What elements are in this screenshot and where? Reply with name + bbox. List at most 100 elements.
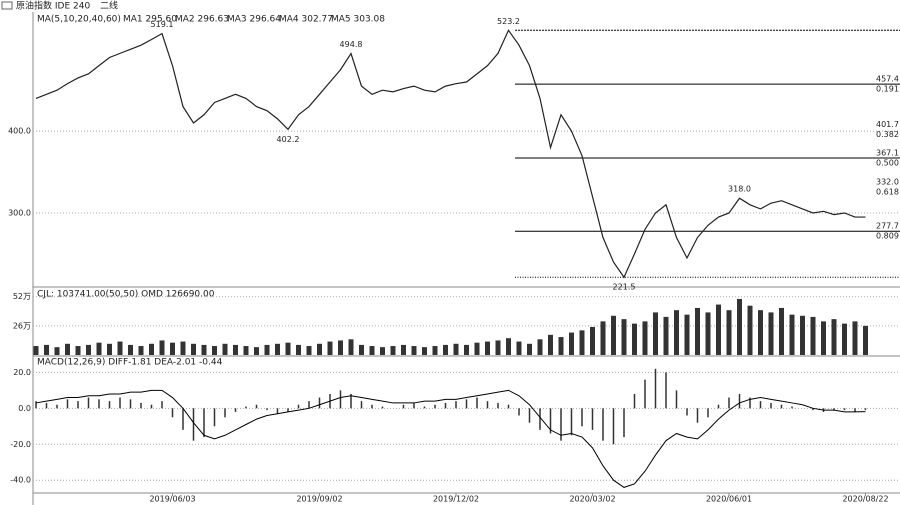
volume-bar — [842, 323, 847, 355]
fib-value-label: 401.7 — [876, 120, 899, 129]
volume-bar — [338, 340, 343, 355]
fib-value-label: 367.1 — [876, 149, 899, 158]
volume-bar — [96, 342, 102, 355]
volume-bar — [317, 343, 322, 355]
x-tick-label: 2019/06/03 — [149, 495, 195, 504]
x-tick-label: 2019/12/02 — [433, 495, 479, 504]
x-tick-label: 2020/08/22 — [842, 495, 888, 504]
volume-bar — [506, 338, 511, 355]
chart-subtitle: 二线 — [100, 0, 118, 12]
volume-bar — [726, 310, 732, 355]
macd-header: MACD(12,26,9) DIFF-1.81 DEA-2.01 -0.44 — [37, 358, 223, 368]
volume-bar — [768, 312, 774, 355]
ma-label: MA(5,10,20,40,60) — [37, 15, 121, 25]
fib-value-label: 332.0 — [876, 177, 899, 186]
volume-bar — [569, 332, 574, 355]
fib-ratio-label: 0.382 — [876, 130, 899, 139]
fib-value-label: 277.7 — [876, 222, 899, 231]
y-tick-label: 26万 — [13, 321, 31, 330]
volume-bar — [138, 346, 144, 355]
volume-bar — [233, 344, 238, 355]
volume-bar — [800, 315, 805, 355]
volume-bar — [33, 346, 39, 355]
volume-bar — [621, 319, 627, 355]
volume-bar — [642, 321, 648, 355]
volume-bar — [863, 325, 868, 355]
price-annotation: 494.8 — [340, 40, 363, 49]
volume-header: CJL: 103741.00(50,50) OMD 126690.00 — [37, 290, 215, 300]
volume-bar — [411, 346, 417, 355]
window-icon — [1, 1, 13, 10]
volume-bar — [180, 341, 186, 355]
y-tick-label: 20.0 — [13, 368, 31, 377]
volume-bar — [716, 304, 721, 355]
volume-bar — [747, 305, 753, 355]
ma-label: MA3 296.64 — [227, 15, 281, 25]
volume-bar — [527, 343, 532, 355]
volume-bar — [390, 346, 396, 355]
volume-bar — [590, 326, 595, 355]
ma-label: MA2 296.63 — [175, 15, 229, 25]
volume-bar — [107, 343, 112, 355]
volume-bar — [464, 344, 469, 355]
volume-bar — [275, 343, 280, 355]
volume-bar — [810, 316, 816, 355]
volume-bar — [831, 319, 837, 355]
volume-bar — [432, 346, 438, 355]
y-tick-label: 300.0 — [8, 208, 31, 217]
volume-bar — [852, 321, 858, 355]
fib-ratio-label: 0.809 — [876, 232, 899, 241]
volume-bar — [779, 307, 784, 355]
volume-bar — [348, 339, 354, 355]
volume-bar — [789, 314, 795, 355]
volume-bar — [600, 321, 606, 355]
volume-bar — [485, 341, 490, 355]
volume-bar — [128, 344, 133, 355]
fib-ratio-label: 0.500 — [876, 159, 899, 168]
price-annotation: 221.5 — [613, 283, 636, 292]
volume-bar — [663, 316, 669, 355]
volume-bar — [401, 344, 406, 355]
volume-bar — [86, 344, 91, 355]
volume-bar — [674, 310, 679, 355]
y-tick-label: -20.0 — [10, 440, 31, 449]
volume-bar — [65, 343, 70, 355]
ma-label: MA4 302.77 — [279, 15, 333, 25]
volume-bar — [201, 344, 207, 355]
price-annotation: 523.2 — [497, 17, 520, 26]
price-annotation: 318.0 — [728, 185, 751, 194]
ma-label: MA1 295.60 — [123, 15, 177, 25]
volume-bar — [222, 343, 228, 355]
volume-bar — [422, 347, 427, 355]
price-annotation: 519.1 — [151, 20, 174, 29]
volume-bar — [684, 314, 690, 355]
volume-bar — [611, 315, 616, 355]
volume-bar — [548, 334, 553, 355]
fib-ratio-label: 0.618 — [876, 187, 899, 196]
price-line — [35, 29, 866, 279]
volume-bar — [243, 346, 249, 355]
volume-bar — [558, 337, 564, 355]
fib-value-label: 457.4 — [876, 75, 899, 84]
chart-title: 原油指数 IDE 240 — [16, 0, 90, 12]
volume-bar — [632, 323, 637, 355]
volume-bar — [191, 343, 196, 355]
price-annotation: 402.2 — [277, 135, 300, 144]
volume-bar — [695, 307, 700, 355]
volume-bar — [117, 341, 123, 355]
volume-bar — [758, 310, 763, 355]
volume-bar — [537, 339, 543, 355]
y-tick-label: 52万 — [13, 292, 31, 301]
volume-bar — [705, 312, 711, 355]
volume-bar — [254, 347, 259, 355]
volume-bar — [327, 341, 333, 355]
x-tick-label: 2020/06/01 — [706, 495, 752, 504]
volume-bar — [443, 344, 448, 355]
volume-bar — [653, 312, 658, 355]
y-tick-label: 0.0 — [18, 404, 31, 413]
volume-bar — [380, 347, 385, 355]
volume-bar — [75, 346, 81, 355]
ma-label: MA5 303.08 — [331, 15, 385, 25]
volume-bar — [359, 344, 364, 355]
